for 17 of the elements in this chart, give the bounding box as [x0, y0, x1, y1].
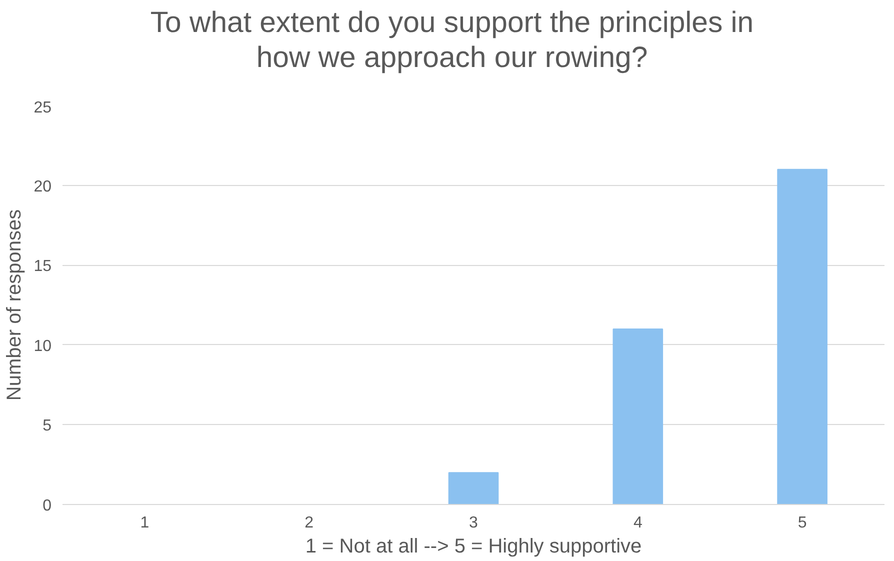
x-tick-label: 2 — [304, 514, 314, 532]
y-axis-title: Number of responses — [4, 209, 26, 401]
x-tick-label: 1 — [140, 514, 150, 532]
y-tick-label: 25 — [34, 100, 52, 116]
y-tick-label: 15 — [34, 258, 52, 276]
x-tick-label: 4 — [633, 514, 642, 532]
y-tick-label: 5 — [42, 418, 52, 435]
bar — [612, 328, 664, 504]
x-axis-title: 1 = Not at all --> 5 = Highly supportive — [305, 536, 642, 558]
y-tick-label: 20 — [34, 178, 52, 196]
bar — [777, 168, 828, 504]
x-tick-label: 5 — [798, 514, 807, 532]
bar — [448, 472, 499, 504]
y-tick-label: 10 — [34, 338, 52, 355]
y-tick-label: 0 — [42, 498, 52, 514]
x-tick-label: 3 — [469, 514, 478, 532]
chart-title: To what extent do you support the principles in how we approach our rowing? — [150, 5, 754, 76]
